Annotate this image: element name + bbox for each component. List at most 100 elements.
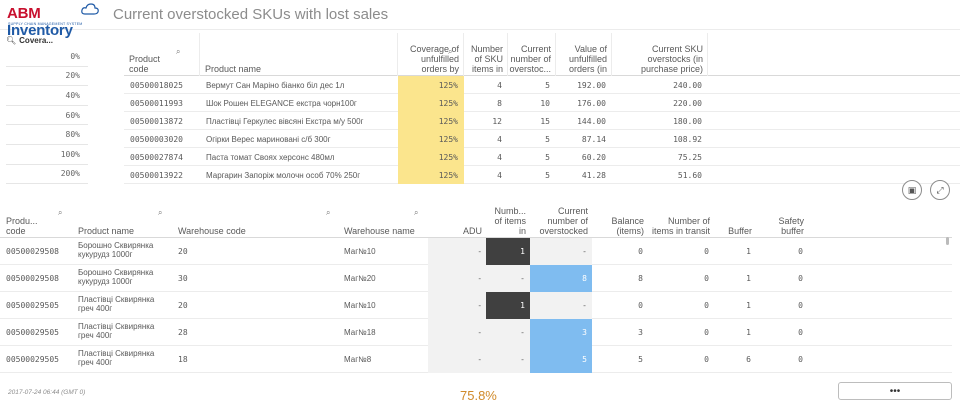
column-header-label: Buffer	[728, 226, 752, 236]
table-cell: Огірки Верес мариновані с/б 300г	[206, 134, 331, 144]
filter-item[interactable]: 200%	[6, 165, 88, 185]
column-header[interactable]: Buffer	[714, 200, 756, 238]
column-header-label: Value of unfulfilled orders (in	[568, 44, 607, 74]
column-header[interactable]: Current number of overstoc...	[508, 33, 556, 76]
table-cell: Пластівці Сквирянка греч 400г	[78, 295, 155, 313]
column-header[interactable]: Balance (items)	[592, 200, 648, 238]
column-header[interactable]: Current number of overstocked	[530, 200, 592, 238]
table-cell: 1	[746, 328, 751, 337]
table-cell: Маг№10	[344, 301, 376, 310]
warehouse-details-table[interactable]: Produ... code ⌕ Product name ⌕ Warehouse cod…	[0, 200, 952, 380]
column-header[interactable]: Product name ⌕	[200, 33, 452, 76]
table-cell: 0	[704, 301, 709, 310]
column-header[interactable]: Safety buffer	[756, 200, 808, 238]
table-cell: 4	[497, 134, 502, 144]
table-cell: 0	[798, 355, 803, 364]
search-icon[interactable]: ⌕	[448, 47, 453, 56]
scrollbar-thumb[interactable]	[946, 237, 949, 245]
table-cell: 5	[545, 80, 550, 90]
column-header[interactable]: Warehouse name ⌕	[338, 200, 428, 238]
table-cell: 00500029508	[6, 247, 59, 256]
table-cell: 00500029505	[6, 355, 59, 364]
table-cell: 192.00	[577, 80, 606, 90]
table-cell: Маргарин Запоріж молочн особ 70% 250г	[206, 170, 361, 180]
table-cell: Пластівці Сквирянка греч 400г	[78, 322, 155, 340]
filter-item[interactable]: 0%	[6, 47, 88, 67]
table-cell: 1	[746, 247, 751, 256]
table-cell: 00500029508	[6, 274, 59, 283]
search-icon[interactable]: ⌕	[158, 208, 163, 217]
sheet-title: Current overstocked SKUs with lost sales	[113, 6, 389, 23]
more-button[interactable]: •••	[838, 382, 952, 400]
column-header-label: Number of SKU items in	[470, 44, 503, 74]
search-icon[interactable]: ⌕	[176, 47, 181, 56]
column-header[interactable]: Numb... of items in	[486, 200, 530, 238]
table-cell: Маг№18	[344, 328, 376, 337]
table-cell: 0	[798, 274, 803, 283]
camera-icon[interactable]: ▣	[902, 180, 922, 200]
search-icon[interactable]: ⌕	[414, 208, 419, 217]
table-cell: 75.25	[677, 152, 702, 162]
table-cell: 0	[638, 247, 643, 256]
column-header[interactable]: ADU	[428, 200, 486, 238]
column-header[interactable]: Coverage of unfulfilled orders by	[398, 33, 464, 76]
table-cell: 00500003020	[130, 134, 183, 144]
filter-item[interactable]: 80%	[6, 125, 88, 145]
table-cell: 12	[492, 116, 502, 126]
coverage-filter-pane[interactable]: 🔍︎ Covera... 0% 20% 40% 60% 80% 100% 200%	[0, 33, 88, 185]
column-header[interactable]: Number of items in transit	[648, 200, 714, 238]
column-header[interactable]: Warehouse code ⌕	[172, 200, 338, 238]
column-header-label: Product code	[129, 54, 161, 74]
table-row[interactable]: 00500029508 Борошно Сквирянка кукурудз 10…	[0, 265, 952, 292]
table-cell: 108.92	[673, 134, 702, 144]
table-row[interactable]: 00500018025 Вермут Сан Маріно біанко біл …	[124, 76, 960, 94]
column-header[interactable]: Product code ⌕	[124, 33, 200, 76]
coverage-filter-header[interactable]: 🔍︎ Covera...	[6, 35, 53, 45]
filter-item[interactable]: 40%	[6, 86, 88, 106]
filter-item[interactable]: 100%	[6, 145, 88, 165]
table-cell: 125%	[398, 166, 464, 184]
table-cell: -	[530, 292, 592, 319]
overstocked-skus-table[interactable]: Product code ⌕ Product name ⌕ Coverage of un…	[124, 33, 960, 185]
column-header[interactable]: Product name ⌕	[72, 200, 172, 238]
table-row[interactable]: 00500029505 Пластівці Сквирянка греч 400г…	[0, 292, 952, 319]
table-row[interactable]: 00500029505 Пластівці Сквирянка греч 400г…	[0, 319, 952, 346]
table-cell: 00500013872	[130, 116, 183, 126]
table-row[interactable]: 00500029505 Пластівці Сквирянка греч 400г…	[0, 346, 952, 373]
table-cell: 0	[798, 247, 803, 256]
table-cell: -	[428, 238, 486, 265]
table-cell: 87.14	[581, 134, 606, 144]
search-icon[interactable]: 🔍︎	[6, 35, 17, 45]
column-header[interactable]: Produ... code ⌕	[0, 200, 72, 238]
table-cell: 20	[178, 247, 188, 256]
table-cell: Паста томат Своях херсонс 480мл	[206, 152, 335, 162]
filter-item[interactable]: 20%	[6, 67, 88, 87]
table-row[interactable]: 00500011993 Шок Рошен ELEGANCE екстра чор…	[124, 94, 960, 112]
table-row[interactable]: 00500027874 Паста томат Своях херсонс 480…	[124, 148, 960, 166]
table-cell: 51.60	[677, 170, 702, 180]
expand-icon[interactable]: ⤢	[930, 180, 950, 200]
search-icon[interactable]: ⌕	[58, 208, 63, 217]
column-header-label: Safety buffer	[778, 216, 804, 236]
table-cell: 3	[638, 328, 643, 337]
column-header-label: Numb... of items in	[494, 206, 526, 236]
filter-item[interactable]: 60%	[6, 106, 88, 126]
table-cell: 8	[497, 98, 502, 108]
table-cell: 5	[545, 134, 550, 144]
table-cell: 0	[704, 328, 709, 337]
column-header[interactable]: Current SKU overstocks (in purchase pric…	[612, 33, 708, 76]
table-cell: 125%	[398, 112, 464, 130]
table-cell: 4	[497, 152, 502, 162]
search-icon[interactable]: ⌕	[326, 208, 331, 217]
column-header[interactable]: Number of SKU items in	[464, 33, 508, 76]
column-header[interactable]: Value of unfulfilled orders (in	[556, 33, 612, 76]
table-cell: 00500027874	[130, 152, 183, 162]
table-row[interactable]: 00500013922 Маргарин Запоріж молочн особ …	[124, 166, 960, 184]
table-row[interactable]: 00500003020 Огірки Верес мариновані с/б 3…	[124, 130, 960, 148]
table-row[interactable]: 00500013872 Пластівці Геркулес вівсяні Ек…	[124, 112, 960, 130]
table-cell: 0	[704, 247, 709, 256]
table-cell: 28	[178, 328, 188, 337]
table-row[interactable]: 00500029508 Борошно Сквирянка кукурудз 10…	[0, 238, 952, 265]
table-cell: -	[486, 319, 530, 346]
table-cell: -	[530, 238, 592, 265]
